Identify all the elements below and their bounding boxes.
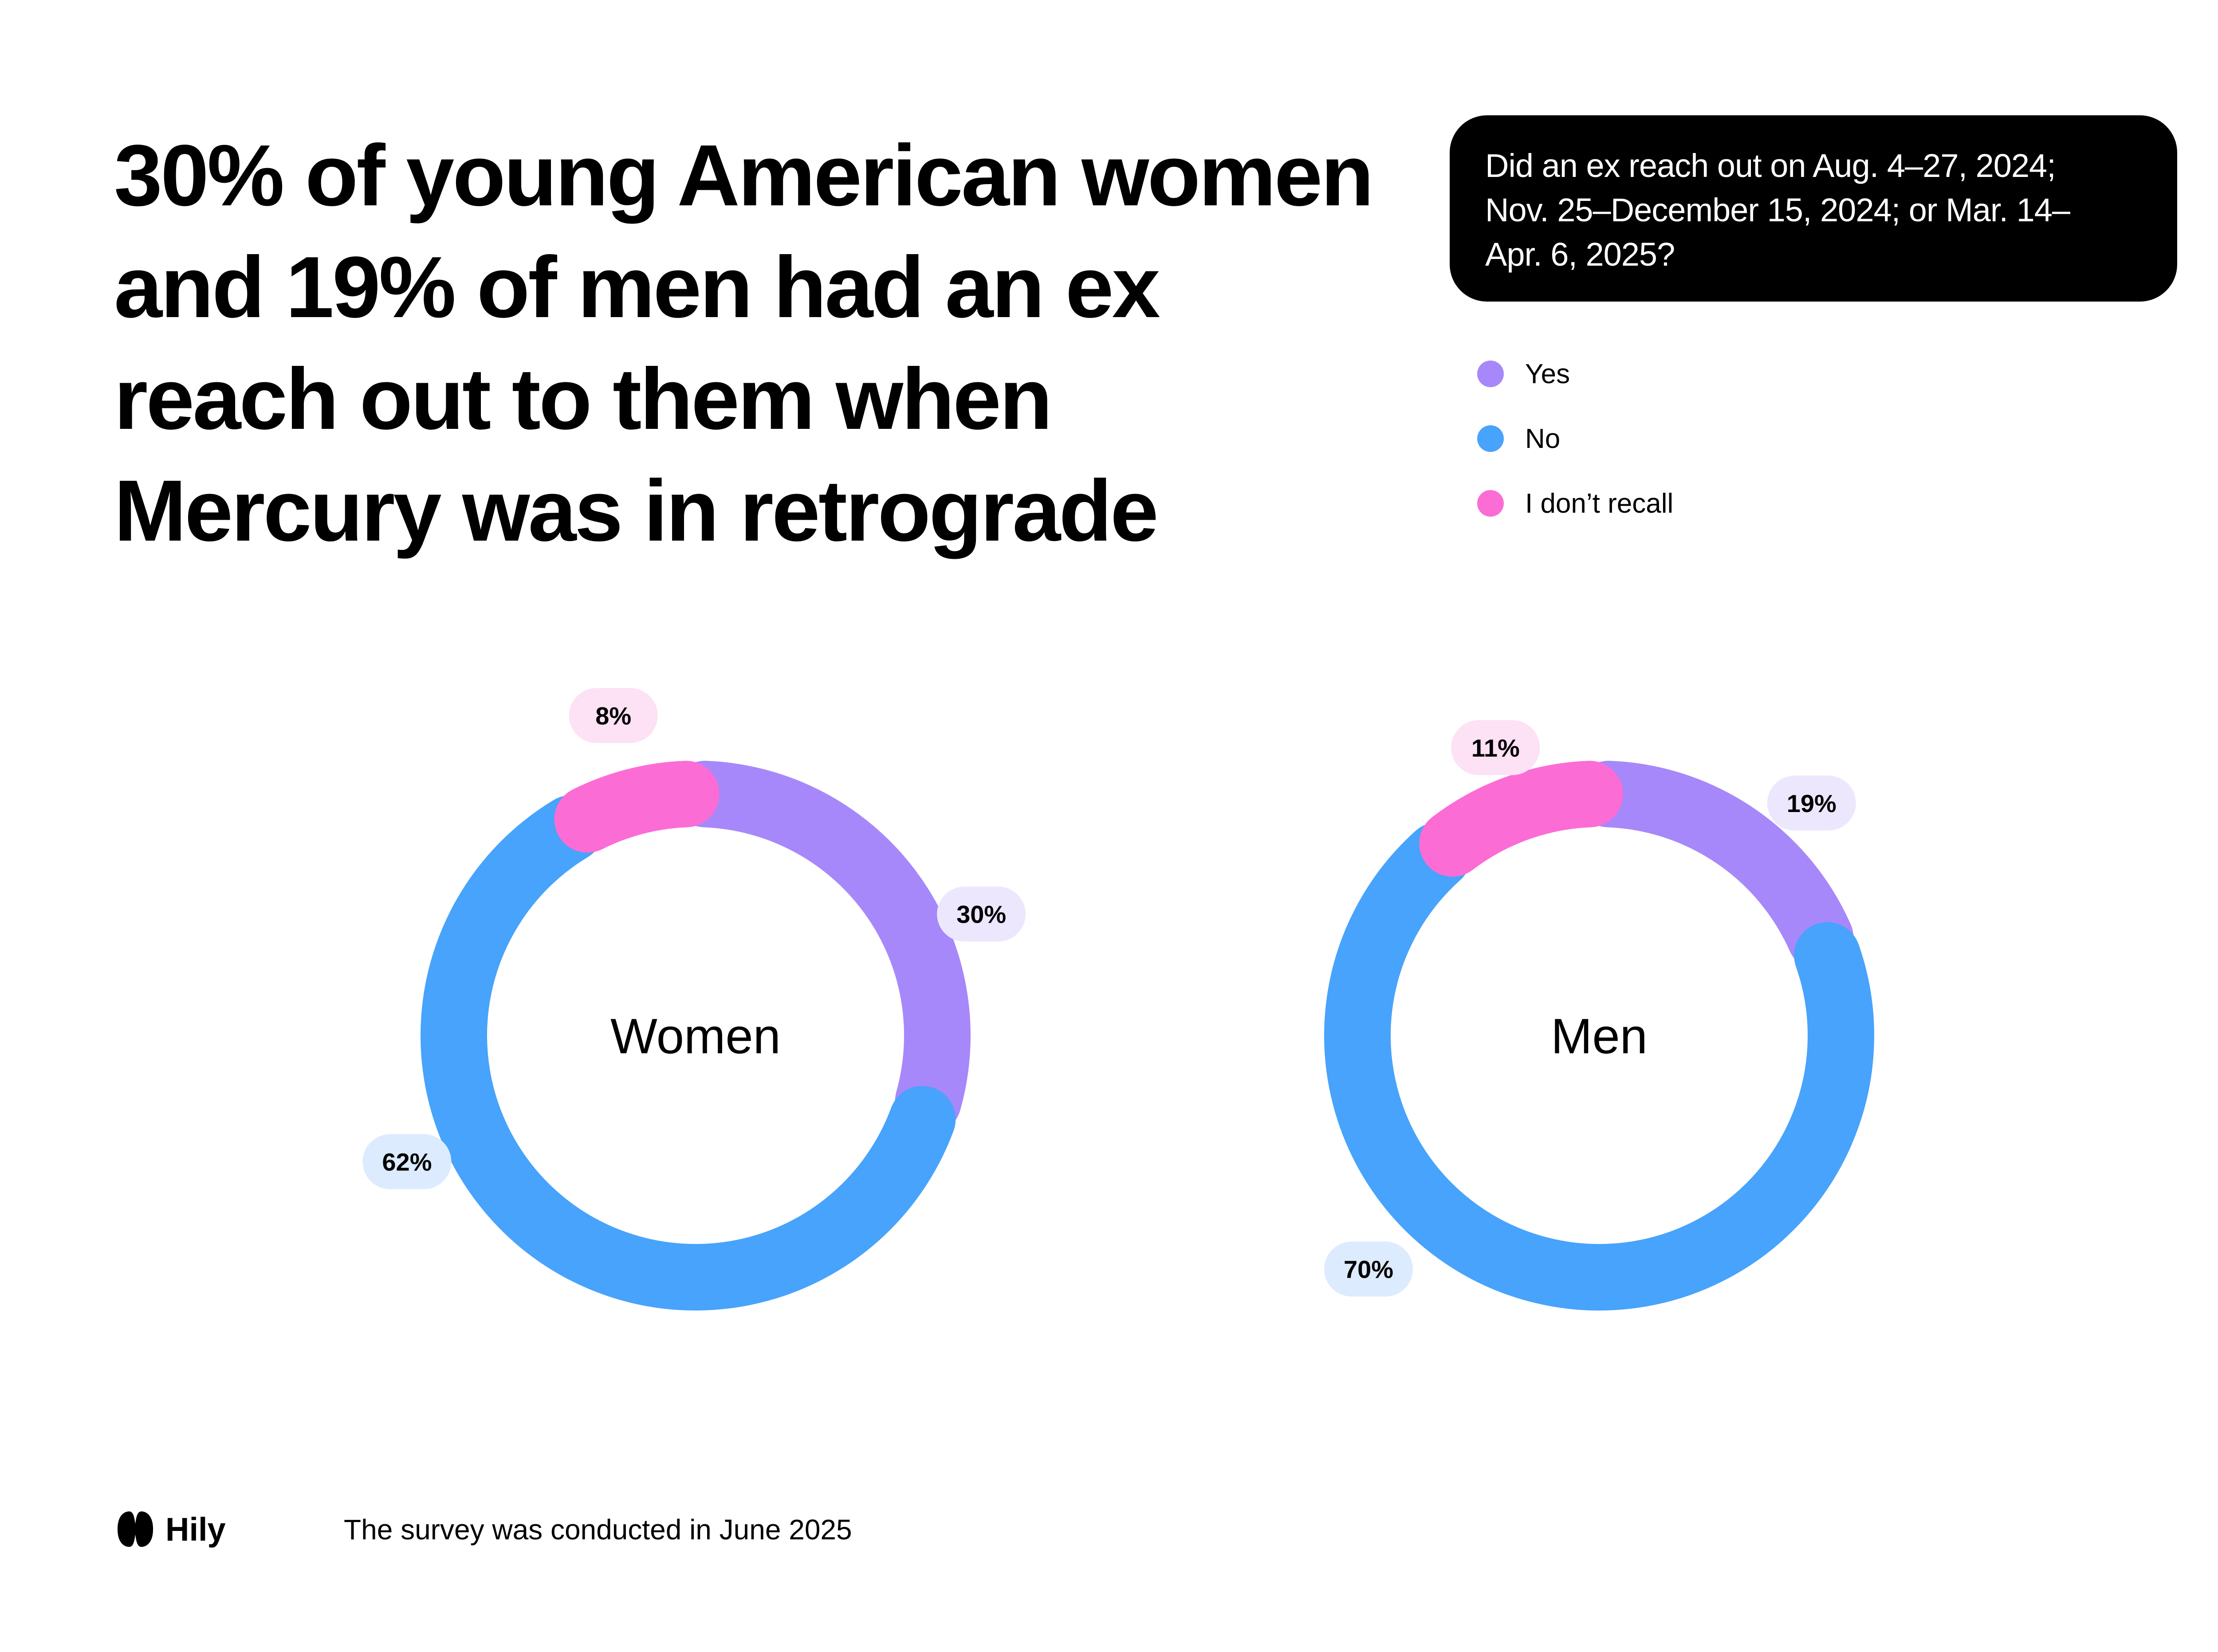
legend-item-dont-recall: I don’t recall [1477, 471, 1673, 536]
data-label-background [569, 688, 658, 743]
data-label-background [1451, 720, 1540, 775]
data-label: 62% [382, 1148, 432, 1176]
legend-dot-dont-recall [1477, 490, 1504, 517]
headline-line: Mercury was in retrograde [114, 462, 1159, 559]
data-label-background [937, 887, 1026, 942]
legend-item-no: No [1477, 406, 1673, 471]
donut-center-label: Women [610, 1008, 781, 1064]
question-line: Apr. 6, 2025? [1485, 236, 1675, 273]
data-label-background [362, 1134, 452, 1189]
data-label: 19% [1787, 789, 1837, 817]
donut-slice-no [421, 795, 956, 1311]
legend-item-yes: Yes [1477, 341, 1673, 406]
donut-slice-yes [1575, 761, 1854, 971]
donut-slice-i-don-t-recall [554, 761, 720, 853]
legend-label: No [1525, 423, 1561, 454]
data-label: 8% [595, 702, 631, 730]
donut-slice-i-don-t-recall [1419, 761, 1623, 877]
legend: Yes No I don’t recall [1477, 341, 1673, 536]
data-label-background [1324, 1241, 1413, 1297]
data-label-background [1767, 775, 1856, 831]
donut-center-label: Men [1551, 1008, 1648, 1064]
legend-label: I don’t recall [1525, 488, 1674, 519]
hily-logo-icon [118, 1511, 153, 1547]
survey-footnote: The survey was conducted in June 2025 [344, 1514, 852, 1546]
donut-chart-men: 19% 70% 11% Men [1324, 720, 1874, 1311]
headline-line: 30% of young American women [114, 127, 1374, 224]
question-line: Did an ex reach out on Aug. 4–27, 2024; [1485, 147, 2056, 184]
brand-name: Hily [165, 1511, 226, 1548]
question-line: Nov. 25–December 15, 2024; or Mar. 14– [1485, 192, 2070, 228]
donut-chart-women: 30% 62% 8% Women [362, 688, 1026, 1311]
headline-line: and 19% of men had an ex [114, 239, 1160, 336]
data-label: 30% [956, 900, 1006, 928]
legend-dot-no [1477, 425, 1504, 452]
data-label: 70% [1344, 1256, 1393, 1283]
donut-slice-yes [672, 761, 971, 1134]
legend-label: Yes [1525, 358, 1570, 389]
headline: 30% of young American women and 19% of m… [114, 120, 1400, 567]
data-label: 11% [1471, 734, 1520, 762]
question-box: Did an ex reach out on Aug. 4–27, 2024; … [1450, 115, 2177, 302]
brand-logo: Hily [114, 1508, 226, 1550]
legend-dot-yes [1477, 361, 1504, 387]
donut-slice-no [1324, 822, 1874, 1311]
headline-line: reach out to them when [114, 350, 1053, 447]
